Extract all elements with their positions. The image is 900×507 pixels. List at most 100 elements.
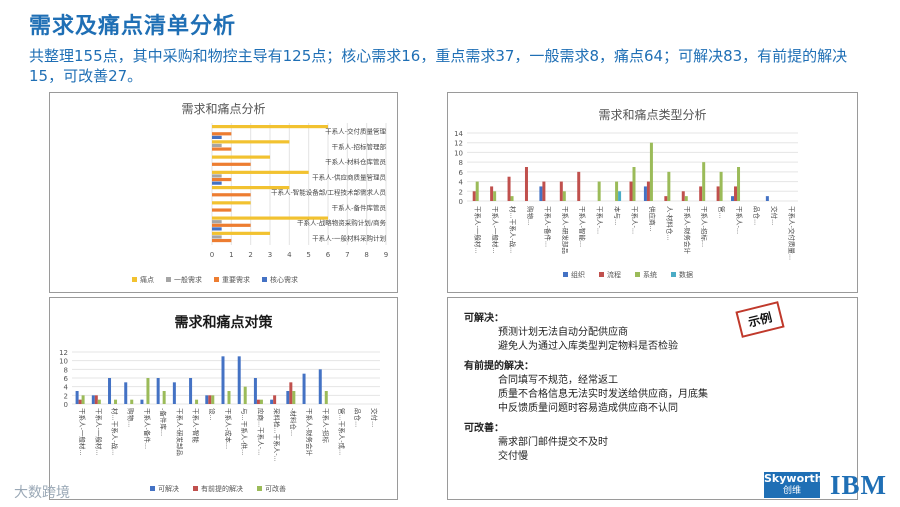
chart-title: 需求和痛点分析: [181, 102, 266, 116]
bar: [212, 220, 222, 224]
bar: [302, 373, 306, 404]
x-tick-label: 购物...: [127, 408, 136, 427]
bar: [324, 391, 328, 404]
bar: [189, 378, 193, 404]
bar: [212, 193, 251, 197]
legend-label: 一般需求: [174, 275, 202, 284]
bar: [212, 186, 290, 190]
bar: [212, 143, 222, 148]
x-tick-label: 干系人-一般材...: [474, 206, 483, 254]
category-label: 干系人-招标管理部: [332, 142, 387, 151]
x-tick-label: 干系人-研发部品: [561, 206, 570, 254]
bar: [212, 177, 232, 182]
y-tick-label: 12: [59, 349, 68, 357]
x-tick-label: 干系人-智能: [192, 408, 201, 443]
category-label: 干系人-一般材料采购计划: [312, 233, 386, 242]
bar: [97, 399, 101, 404]
x-tick-label: 干系人-成本...: [224, 408, 233, 449]
x-tick-label: 管...干系人-成...: [337, 408, 346, 455]
bar: [597, 181, 601, 201]
legend-swatch: [262, 277, 267, 282]
legend-label: 重要需求: [222, 275, 250, 284]
category-label: 干系人-智能设备部/工程技术部需求人员: [271, 188, 387, 197]
y-tick-label: 0: [64, 401, 68, 409]
legend-label: 系统: [643, 270, 657, 279]
list-item: 合同填写不规范，经常返工: [498, 375, 618, 386]
bar: [716, 186, 720, 201]
section-heading: 可解决：: [464, 313, 504, 324]
x-tick-label: 干系人-交付质量...: [787, 206, 796, 260]
bar: [212, 125, 328, 129]
bar: [108, 378, 112, 404]
bar: [114, 399, 118, 404]
legend-swatch: [193, 486, 198, 491]
bar: [286, 391, 290, 404]
needs-type-analysis-panel: 需求和痛点类型分析 0 2 4 6 8 10 12 14 干系人-一般材... 干系人-一般材..…: [447, 92, 858, 293]
bar: [699, 186, 703, 201]
bar: [562, 191, 566, 201]
x-tick-label: 6: [326, 251, 331, 259]
y-tick-label: 12: [454, 140, 463, 148]
x-tick-label: 干系人-...: [631, 206, 640, 234]
y-tick-label: 4: [64, 384, 69, 392]
bar: [493, 191, 497, 201]
bar: [765, 196, 769, 201]
logo-cn: 创维: [782, 486, 801, 496]
bar: [256, 399, 260, 404]
list-item: 质量不合格信息无法实时发送给供应商，月底集: [498, 389, 708, 400]
bar: [124, 382, 128, 404]
x-tick-label: 购物...: [526, 206, 535, 225]
y-tick-label: 6: [64, 375, 69, 383]
bar: [91, 395, 95, 404]
legend-swatch: [257, 486, 262, 491]
countermeasure-panel: 需求和痛点对策 0 2 4 6 8 10 12 干系人-一般材... 干系人-一般材... 材..…: [49, 297, 398, 500]
x-tick-label: 干系人-招标...: [700, 206, 709, 247]
bar: [78, 399, 82, 404]
bar: [524, 167, 528, 201]
x-tick-label: 品仓...: [354, 408, 363, 427]
summary-text: 共整理155点，其中采购和物控主导有125点；核心需求16，重点需求37，一般需…: [29, 47, 848, 85]
legend-swatch: [671, 272, 676, 277]
x-tick-label: 干系人-一般材...: [491, 206, 500, 254]
bar: [618, 191, 622, 201]
bar: [212, 223, 251, 227]
bar: [156, 378, 160, 404]
x-tick-label: 干系人-备件...: [143, 408, 152, 449]
bar: [539, 186, 543, 201]
x-tick-label: 采料检...干系人-...: [273, 408, 282, 462]
bar: [737, 167, 741, 201]
bar: [681, 191, 685, 201]
x-tick-label: 0: [210, 251, 214, 259]
bar: [475, 181, 479, 201]
x-tick-label: 干系人-一般材...: [94, 408, 103, 456]
chart-title: 需求和痛点对策: [174, 315, 273, 331]
page-title: 需求及痛点清单分析: [29, 14, 237, 39]
x-tick-label: 人-材料仓...: [665, 206, 674, 241]
y-tick-label: 2: [64, 392, 68, 400]
list-item: 避免人为通过入库类型判定物料是否检验: [498, 341, 678, 352]
section-heading: 可改善：: [464, 423, 504, 434]
legend-swatch: [563, 272, 568, 277]
legend-label: 有前提的解决: [201, 484, 243, 493]
bar: [632, 167, 636, 201]
bar: [130, 399, 134, 404]
x-tick-label: 管...: [718, 206, 727, 219]
y-tick-label: 10: [59, 358, 68, 366]
bar: [629, 181, 633, 201]
x-tick-label: 干系人-招标: [321, 408, 330, 443]
x-tick-label: 交付...: [370, 408, 379, 427]
y-tick-label: 4: [459, 179, 464, 187]
x-tick-label: 干系人-...: [596, 206, 605, 234]
y-tick-label: 14: [454, 130, 463, 138]
bar: [664, 196, 668, 201]
y-tick-label: 6: [459, 169, 464, 177]
bar: [615, 181, 619, 201]
bar: [237, 356, 241, 404]
bar: [221, 356, 225, 404]
y-tick-label: 0: [459, 198, 463, 206]
bar: [289, 382, 293, 404]
example-text-panel: 示例 可解决： 预测计划无法自动分配供应商 避免人为通过入库类型判定物料是否检验…: [447, 297, 858, 500]
legend-label: 核心需求: [270, 275, 298, 284]
